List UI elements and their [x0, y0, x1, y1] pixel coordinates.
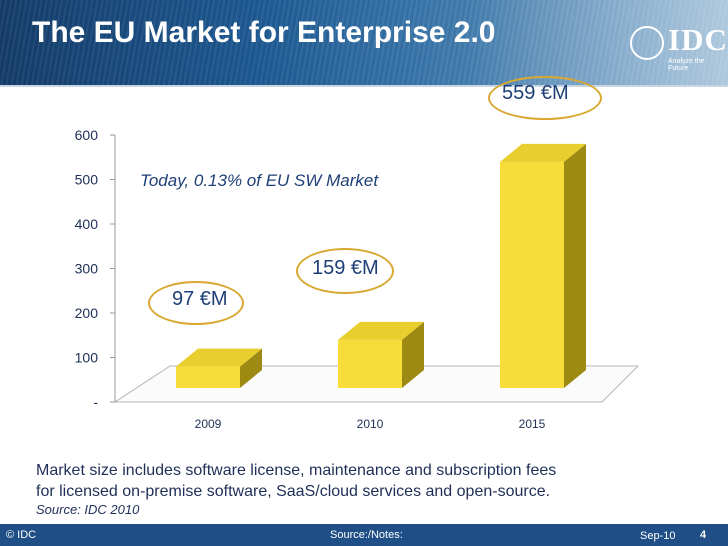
bar — [338, 339, 402, 388]
y-tick-label: 100 — [75, 350, 99, 366]
footer-copyright: © IDC — [6, 529, 37, 541]
logo-tagline: Analyze the Future — [668, 58, 705, 72]
bar — [500, 161, 564, 388]
y-tick-label: 500 — [75, 172, 99, 188]
bar-side — [402, 321, 424, 388]
y-tick-label: 600 — [75, 127, 99, 143]
bar-chart: - 100 200 300 400 500 600 2009 2010 2015 — [75, 127, 640, 431]
x-tick-label: 2015 — [519, 417, 546, 431]
footer-page-number: 4 — [700, 529, 707, 541]
annotation-ellipse-2010 — [296, 248, 394, 294]
bar — [176, 366, 240, 388]
bar-top — [500, 143, 586, 162]
globe-icon — [630, 26, 664, 60]
market-size-note: Market size includes software license, m… — [36, 460, 556, 502]
annotation-2015: 559 €M — [502, 82, 569, 104]
y-tick-label: 400 — [75, 216, 99, 232]
bar-side — [564, 143, 586, 388]
footer-bar: © IDC Source:/Notes: Sep-10 4 — [0, 524, 728, 546]
source-note: Source: IDC 2010 — [36, 502, 140, 517]
x-tick-label: 2010 — [357, 417, 384, 431]
logo-text: IDC — [668, 22, 728, 57]
page-title: The EU Market for Enterprise 2.0 — [32, 16, 496, 49]
bar-top — [338, 321, 424, 340]
annotation-ellipse-2009 — [148, 281, 244, 325]
footer-source-notes: Source:/Notes: — [330, 529, 403, 541]
note-line-2: for licensed on-premise software, SaaS/c… — [36, 483, 551, 500]
y-tick-label: - — [93, 394, 98, 410]
header-banner: The EU Market for Enterprise 2.0 IDC Ana… — [0, 0, 728, 85]
idc-logo: IDC Analyze the Future — [630, 22, 727, 72]
market-share-callout: Today, 0.13% of EU SW Market — [140, 171, 379, 190]
annotation-2010: 159 €M — [312, 257, 379, 279]
annotation-ellipse-2015 — [488, 76, 602, 120]
note-line-1: Market size includes software license, m… — [36, 462, 557, 479]
bar-side — [240, 348, 262, 388]
y-tick-label: 300 — [75, 261, 99, 277]
x-tick-label: 2009 — [195, 417, 222, 431]
annotation-2009: 97 €M — [172, 288, 228, 310]
header-divider — [0, 85, 728, 87]
bar-top — [176, 348, 262, 367]
footer-date: Sep-10 — [640, 530, 676, 542]
y-tick-label: 200 — [75, 305, 99, 321]
